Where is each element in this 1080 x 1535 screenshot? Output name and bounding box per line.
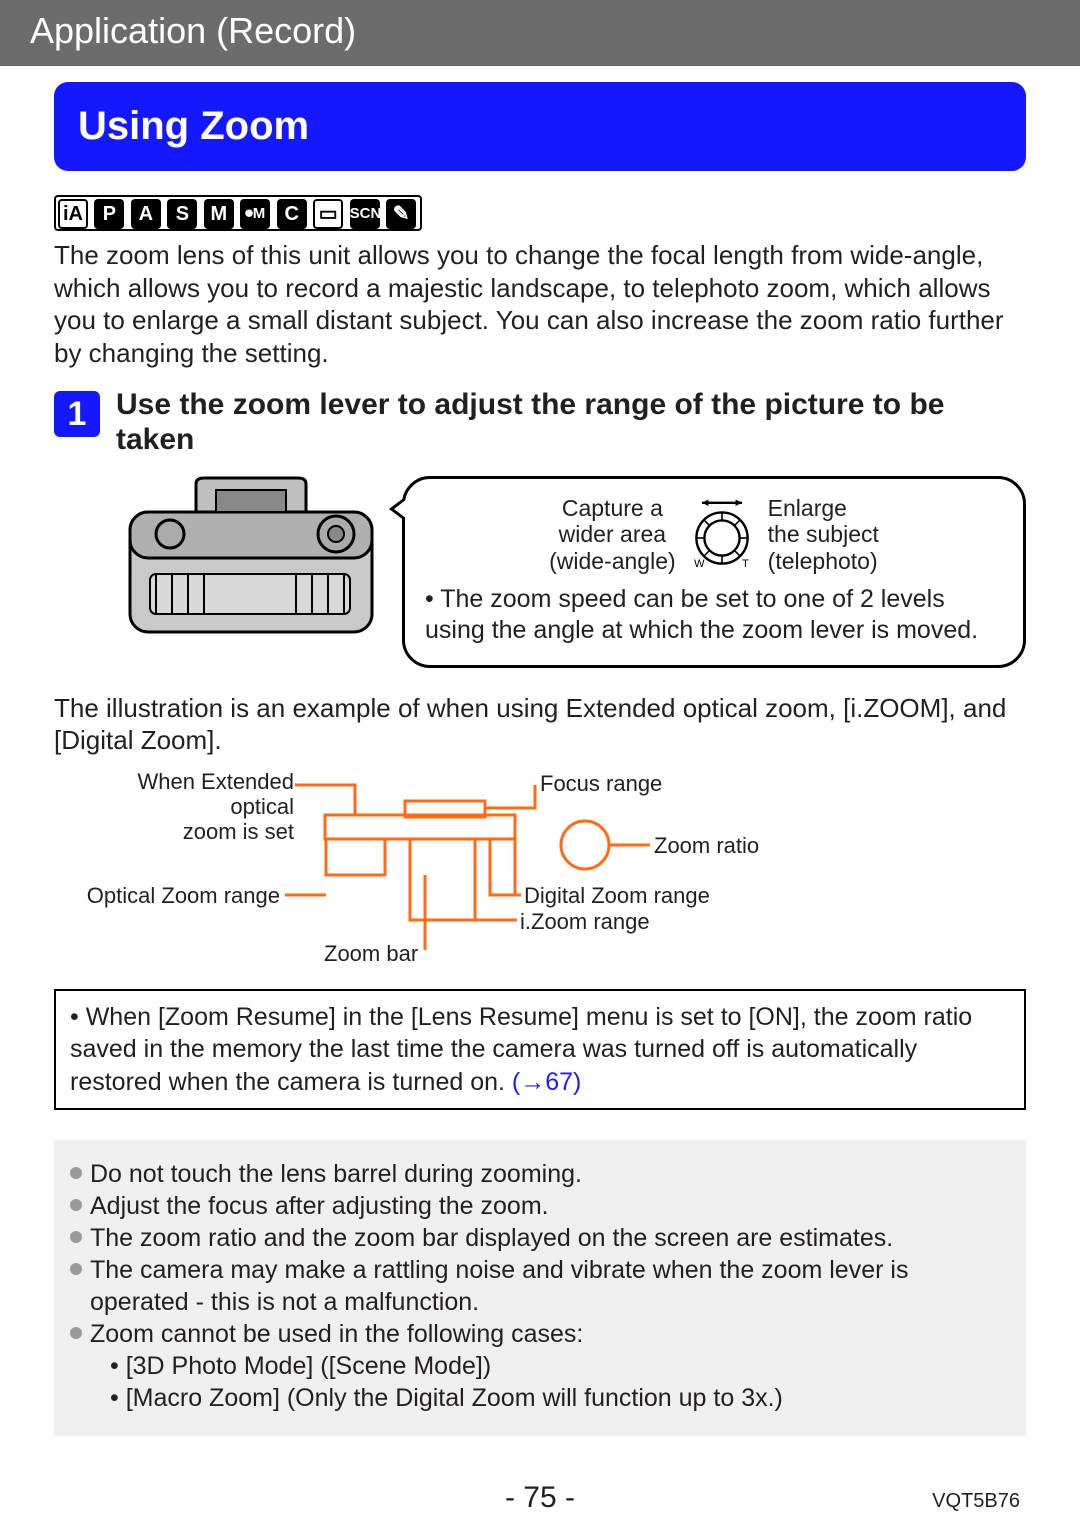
- note-subitem: • [3D Photo Mode] ([Scene Mode]): [70, 1350, 1010, 1382]
- mode-icon: SCN: [350, 199, 380, 229]
- zoom-bar-diagram: When Extended optical zoom is set Focus …: [54, 765, 1026, 985]
- mode-icon: ⏺M: [240, 199, 270, 229]
- note-item: The zoom ratio and the zoom bar displaye…: [70, 1222, 1010, 1254]
- label-digital-range: Digital Zoom range: [524, 883, 710, 908]
- wide-angle-label: Capture a wider area (wide-angle): [549, 495, 676, 574]
- telephoto-label: Enlarge the subject (telephoto): [768, 495, 879, 574]
- svg-text:T: T: [742, 558, 749, 570]
- illustration-intro: The illustration is an example of when u…: [54, 692, 1026, 757]
- xref-link[interactable]: (→67): [512, 1068, 581, 1096]
- note-item: Adjust the focus after adjusting the zoo…: [70, 1190, 1010, 1222]
- label-focus-range: Focus range: [540, 771, 662, 796]
- label-izoom-range: i.Zoom range: [520, 909, 650, 934]
- mode-icon: iA: [58, 199, 88, 229]
- note-item: Zoom cannot be used in the following cas…: [70, 1318, 1010, 1350]
- footer: - 75 - VQT5B76: [0, 1481, 1080, 1515]
- mode-icon: ✎: [386, 199, 416, 229]
- step-title: Use the zoom lever to adjust the range o…: [116, 387, 1026, 458]
- step-number: 1: [54, 391, 100, 437]
- mode-icon: C: [277, 199, 307, 229]
- page-number: - 75 -: [505, 1481, 575, 1514]
- label-ext-optical: When Extended optical zoom is set: [74, 769, 294, 845]
- caution-box: Do not touch the lens barrel during zoom…: [54, 1140, 1026, 1436]
- zoom-dial-icon: W T: [686, 498, 758, 570]
- svg-text:W: W: [694, 558, 705, 570]
- zoom-resume-note: • When [Zoom Resume] in the [Lens Resume…: [54, 989, 1026, 1111]
- note-item: The camera may make a rattling noise and…: [70, 1254, 1010, 1318]
- camera-top-illustration: [126, 476, 376, 636]
- mode-icon: M: [204, 199, 234, 229]
- mode-icon-row: iA P A S M ⏺M C ▭ SCN ✎: [54, 195, 422, 231]
- mode-icon: P: [94, 199, 124, 229]
- step-1: 1 Use the zoom lever to adjust the range…: [54, 387, 1026, 458]
- intro-paragraph: The zoom lens of this unit allows you to…: [54, 239, 1026, 369]
- label-zoom-ratio: Zoom ratio: [654, 833, 759, 858]
- zoom-lever-callout: Capture a wider area (wide-angle): [402, 476, 1026, 668]
- section-header: Application (Record): [0, 0, 1080, 66]
- mode-icon: S: [167, 199, 197, 229]
- doc-id: VQT5B76: [932, 1490, 1020, 1513]
- label-zoom-bar: Zoom bar: [324, 941, 418, 966]
- mode-icon: ▭: [313, 199, 343, 229]
- note-item: Do not touch the lens barrel during zoom…: [70, 1158, 1010, 1190]
- label-optical-range: Optical Zoom range: [70, 883, 280, 908]
- note-subitem: • [Macro Zoom] (Only the Digital Zoom wi…: [70, 1382, 1010, 1414]
- page-title: Using Zoom: [54, 82, 1026, 171]
- mode-icon: A: [131, 199, 161, 229]
- section-title: Application (Record): [30, 10, 356, 51]
- zoom-speed-note: • The zoom speed can be set to one of 2 …: [425, 584, 1003, 647]
